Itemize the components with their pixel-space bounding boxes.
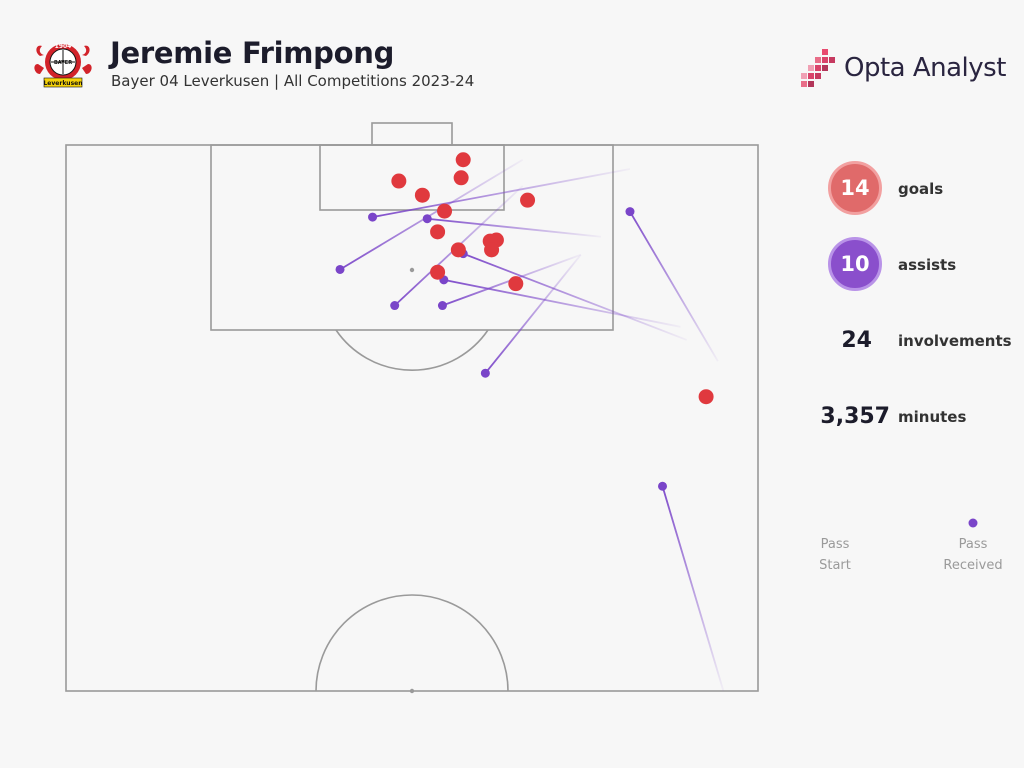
page-subtitle: Bayer 04 Leverkusen | All Competitions 2…: [111, 72, 475, 90]
badge-year: 1904: [55, 43, 72, 50]
pitch-markings: [65, 122, 759, 692]
goal-shot-point: [508, 276, 524, 292]
legend-end-dot: [968, 518, 978, 528]
goal-shot-point: [453, 170, 469, 186]
goal-shot-point: [414, 187, 430, 203]
assist-pass-received-point: [390, 301, 400, 311]
goal-shot-point: [520, 192, 536, 208]
opta-logo-icon: [801, 49, 835, 87]
pass-legend-line: [834, 518, 978, 528]
minutes-value: 3,357: [820, 404, 890, 429]
goal-shot-point: [455, 152, 471, 168]
assist-pass-received-point: [480, 368, 490, 378]
centre-circle: [315, 594, 509, 692]
assist-pass-received-point: [437, 301, 447, 311]
club-badge: 1904 BAYER Leverkusen: [32, 38, 94, 88]
goals-label: goals: [898, 180, 944, 198]
goal-shots: [391, 152, 714, 405]
assist-pass-line: [629, 211, 719, 362]
involvements-value: 24: [841, 328, 872, 353]
assist-pass-received-point: [368, 212, 378, 222]
assists-count-badge: 10: [828, 237, 882, 291]
assist-pass-line: [661, 485, 725, 692]
goals-count-badge: 14: [828, 161, 882, 215]
brand-logo: Opta Analyst: [798, 46, 1006, 90]
assists-label: assists: [898, 256, 957, 274]
assist-pass-line: [484, 254, 582, 374]
badge-bayer: BAYER: [54, 60, 72, 66]
legend-pass-start: Pass Start: [819, 537, 851, 573]
assist-pass-line: [339, 158, 524, 271]
penalty-spot: [409, 267, 415, 273]
page-title: Jeremie Frimpong: [110, 36, 395, 70]
penalty-arc: [335, 329, 489, 371]
goal-frame: [371, 122, 453, 146]
goal-shot-point: [430, 264, 446, 280]
minutes-label: minutes: [898, 408, 967, 426]
brand-name: Opta Analyst: [844, 53, 1006, 83]
assist-pass-received-point: [658, 481, 668, 491]
assist-pass-line: [372, 168, 631, 218]
assist-pass-received-point: [335, 264, 345, 274]
badge-leverkusen: Leverkusen: [43, 80, 82, 87]
assist-pass-line: [462, 252, 688, 341]
legend-pass-received: Pass Received: [943, 537, 1003, 573]
assist-pass-line: [443, 278, 681, 328]
goal-shot-point: [391, 173, 407, 189]
assist-pass-line: [427, 217, 602, 238]
assist-passes: [335, 158, 725, 692]
goal-shot-point: [437, 203, 453, 219]
goal-shot-point: [430, 224, 446, 240]
goal-shot-point: [484, 242, 500, 258]
goal-shot-point: [698, 389, 714, 405]
assist-pass-received-point: [422, 214, 432, 224]
centre-spot: [409, 688, 415, 694]
involvements-label: involvements: [898, 332, 1012, 350]
goal-shot-point: [450, 242, 466, 258]
six-yard-box: [319, 144, 505, 211]
assist-pass-received-point: [625, 207, 635, 217]
